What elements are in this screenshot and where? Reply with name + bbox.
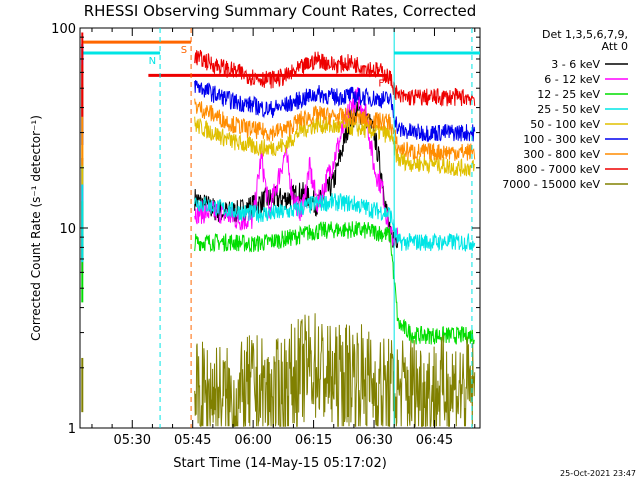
series-layer bbox=[81, 32, 476, 427]
footer-date: 25-Oct-2021 23:47 bbox=[560, 469, 636, 478]
legend-label: 12 - 25 keV bbox=[537, 88, 600, 101]
event-lines bbox=[159, 28, 473, 428]
x-tick-label: 06:00 bbox=[234, 433, 271, 448]
x-axis-label: Start Time (14-May-15 05:17:02) bbox=[173, 456, 387, 471]
x-tick-label: 06:15 bbox=[295, 433, 332, 448]
legend-label: 800 - 7000 keV bbox=[516, 163, 600, 176]
series-line bbox=[194, 87, 399, 246]
legend-label: 7000 - 15000 keV bbox=[502, 178, 600, 191]
status-label: S bbox=[181, 45, 187, 56]
status-bars: N S F bbox=[81, 40, 480, 89]
legend-label: 300 - 800 keV bbox=[523, 148, 600, 161]
series-line bbox=[194, 313, 476, 427]
x-tick-label: 05:45 bbox=[174, 433, 211, 448]
legend-header: Det 1,3,5,6,7,9, bbox=[542, 28, 628, 41]
status-label: F bbox=[378, 78, 384, 89]
series-line bbox=[194, 115, 476, 178]
legend-label: 100 - 300 keV bbox=[523, 133, 600, 146]
y-tick-label: 1 bbox=[68, 422, 76, 437]
series-line bbox=[194, 98, 476, 161]
x-tick-label: 06:30 bbox=[355, 433, 392, 448]
y-tick-label: 100 bbox=[51, 22, 76, 37]
legend-label: 25 - 50 keV bbox=[537, 103, 600, 116]
chart-title: RHESSI Observing Summary Count Rates, Co… bbox=[84, 2, 477, 20]
series-line bbox=[194, 193, 476, 253]
legend-header: Att 0 bbox=[602, 40, 628, 53]
series-line bbox=[194, 221, 475, 346]
series-line bbox=[194, 79, 476, 143]
x-tick-label: 06:45 bbox=[416, 433, 453, 448]
x-tick-label: 05:30 bbox=[114, 433, 151, 448]
legend-label: 3 - 6 keV bbox=[551, 58, 600, 71]
legend: Det 1,3,5,6,7,9,Att 03 - 6 keV 6 - 12 keV… bbox=[502, 28, 628, 191]
legend-label: 50 - 100 keV bbox=[530, 118, 600, 131]
series-line bbox=[194, 49, 476, 108]
status-label: N bbox=[149, 56, 156, 67]
legend-label: 6 - 12 keV bbox=[544, 73, 600, 86]
y-axis-label: Corrected Count Rate (s⁻¹ detector⁻¹) bbox=[29, 115, 43, 341]
y-tick-label: 10 bbox=[59, 222, 76, 237]
axes: 05:30 05:45 06:00 06:15 06:30 06:45 1 10 100 bbox=[51, 22, 480, 448]
